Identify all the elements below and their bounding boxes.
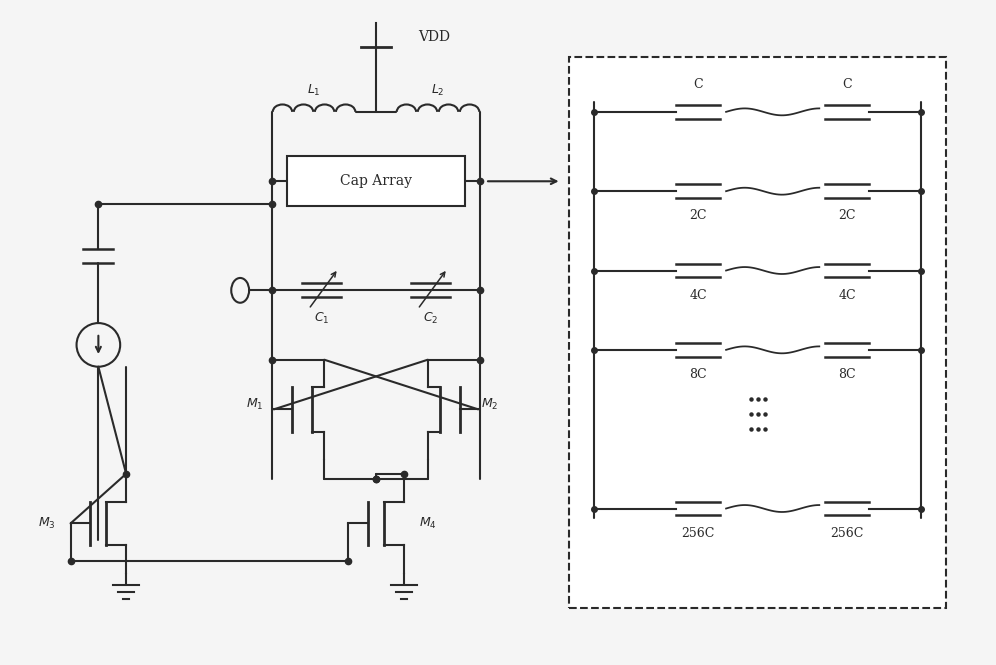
Text: C: C [843, 78, 852, 90]
Bar [287, 156, 465, 206]
Text: 256C: 256C [831, 527, 864, 540]
Text: 256C: 256C [681, 527, 715, 540]
Text: $L_2$: $L_2$ [431, 82, 445, 98]
Bar [570, 57, 946, 608]
Text: $M_3$: $M_3$ [38, 516, 56, 531]
Text: $M_1$: $M_1$ [246, 397, 264, 412]
Text: 4C: 4C [689, 289, 707, 302]
Text: $M_4$: $M_4$ [418, 516, 436, 531]
Text: 8C: 8C [839, 368, 856, 381]
Text: $C_1$: $C_1$ [314, 311, 330, 326]
Text: $C_2$: $C_2$ [423, 311, 438, 326]
Text: 2C: 2C [689, 209, 707, 223]
Text: 2C: 2C [839, 209, 856, 223]
Text: VDD: VDD [417, 31, 449, 45]
Text: 8C: 8C [689, 368, 707, 381]
Text: Cap Array: Cap Array [340, 174, 412, 188]
Text: C: C [693, 78, 703, 90]
Text: $L_1$: $L_1$ [307, 82, 321, 98]
Text: 4C: 4C [839, 289, 856, 302]
Text: $M_2$: $M_2$ [481, 397, 499, 412]
